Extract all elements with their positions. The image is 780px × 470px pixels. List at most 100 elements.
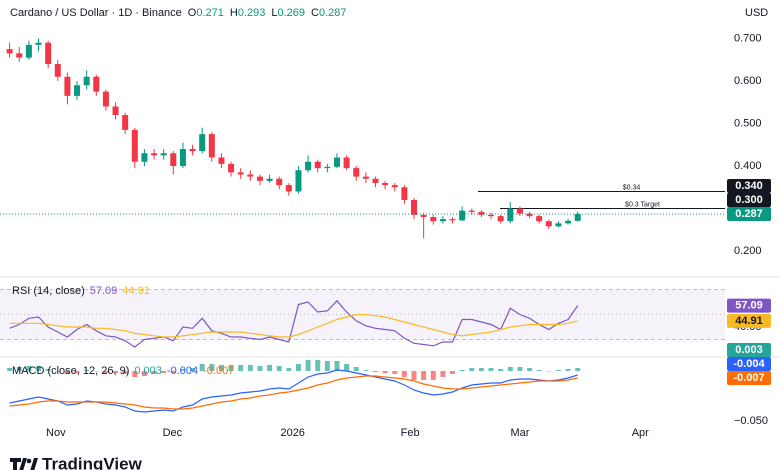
histogram-bar	[498, 369, 504, 371]
histogram-bar	[411, 371, 417, 380]
price-label: 0.340	[735, 180, 763, 192]
histogram-bar	[478, 368, 484, 371]
histogram-bar	[228, 365, 234, 371]
candle-body	[160, 153, 167, 156]
candle-body	[208, 134, 215, 158]
candle-body	[565, 220, 572, 224]
candle-body	[102, 91, 109, 107]
histogram-bar	[459, 370, 465, 371]
histogram-bar	[180, 369, 186, 371]
logo-icon	[30, 458, 38, 470]
x-tick-label: 2026	[280, 427, 304, 439]
ohlc-value: 0.287	[319, 7, 347, 19]
candle-body	[256, 176, 263, 181]
histogram-bar	[469, 368, 475, 371]
logo: TradingView	[10, 454, 143, 470]
histogram-bar	[555, 370, 561, 371]
candle-body	[430, 216, 437, 222]
candle-body	[295, 170, 302, 192]
histogram-bar	[324, 361, 330, 371]
candle-body	[478, 211, 485, 215]
histogram-bar	[575, 368, 581, 371]
histogram-bar	[209, 364, 215, 371]
indicator-line	[9, 299, 579, 348]
level-annotation: $0.3 Target	[625, 201, 660, 208]
candle-body	[218, 157, 225, 164]
x-tick-label: Mar	[510, 427, 529, 439]
y-tick-label: 0.600	[734, 75, 762, 87]
price-label: 0.300	[735, 194, 763, 206]
candle-body	[112, 106, 119, 115]
candle-body	[333, 157, 340, 167]
x-tick-label: Dec	[163, 427, 183, 439]
histogram-bar	[64, 371, 70, 374]
candle-body	[468, 210, 475, 212]
candle-body	[189, 148, 196, 152]
candle-body	[64, 76, 71, 96]
candle-body	[372, 178, 379, 183]
price-label-box	[727, 371, 771, 385]
candle-body	[54, 64, 61, 77]
price-label-box	[727, 179, 771, 194]
histogram-bar	[536, 370, 542, 371]
header: Cardano / US Dollar · 1D · Binance O0.271…	[10, 7, 347, 19]
candle-body	[536, 216, 543, 222]
histogram-bar	[218, 365, 224, 371]
price-label: 44.91	[735, 315, 763, 327]
indicator-value: -0.004	[167, 365, 198, 377]
indicator-value: -0.007	[203, 365, 234, 377]
candle-body	[266, 178, 273, 181]
candle-body	[151, 153, 158, 156]
header: MACD (close, 12, 26, 9) 0.003 -0.004 -0.007	[12, 365, 234, 377]
histogram-bar	[392, 371, 398, 374]
histogram-bar	[305, 360, 311, 371]
histogram-bar	[113, 371, 119, 373]
candle-body	[25, 44, 32, 58]
indicator-title: RSI (14, close)	[12, 285, 85, 297]
candle-body	[170, 153, 177, 166]
histogram-bar	[132, 371, 138, 377]
ohlc-label: L	[271, 7, 277, 19]
candle-body	[83, 76, 90, 86]
candle-body	[401, 187, 408, 200]
histogram-bar	[55, 371, 61, 372]
brand: TradingView	[42, 454, 143, 470]
candle-body	[353, 168, 360, 177]
candle-body	[497, 216, 504, 222]
histogram-bar	[36, 366, 42, 371]
candle-body	[343, 157, 350, 169]
ohlc-label: C	[311, 7, 319, 19]
candle-body	[545, 221, 552, 227]
histogram-bar	[363, 370, 369, 371]
candle-body	[488, 214, 495, 217]
price-label: 0.003	[735, 344, 763, 356]
x-tick-label: Feb	[401, 427, 420, 439]
candle-body	[35, 42, 42, 45]
histogram-bar	[334, 361, 340, 371]
candle-body	[74, 85, 81, 96]
candle-body	[141, 153, 148, 162]
histogram-bar	[421, 371, 427, 380]
histogram-bar	[247, 365, 253, 371]
candle-body	[439, 219, 446, 222]
candle-body	[420, 214, 427, 217]
histogram-bar	[161, 371, 167, 373]
histogram-bar	[507, 367, 513, 371]
histogram-bar	[353, 367, 359, 371]
indicator-title: MACD (close, 12, 26, 9)	[12, 365, 129, 377]
histogram-bar	[315, 360, 321, 371]
histogram-bar	[546, 371, 552, 372]
candle-body	[237, 172, 244, 175]
ohlc-value: 0.293	[238, 7, 266, 19]
price-label: 0.287	[735, 208, 763, 220]
histogram-bar	[141, 371, 147, 376]
histogram-bar	[517, 367, 523, 371]
histogram-bar	[372, 371, 378, 372]
candle-body	[16, 53, 23, 58]
logo-icon	[10, 458, 27, 470]
candle-body	[276, 178, 283, 186]
candle-body	[391, 185, 398, 188]
histogram-bar	[382, 371, 388, 373]
indicator-line	[9, 313, 578, 338]
